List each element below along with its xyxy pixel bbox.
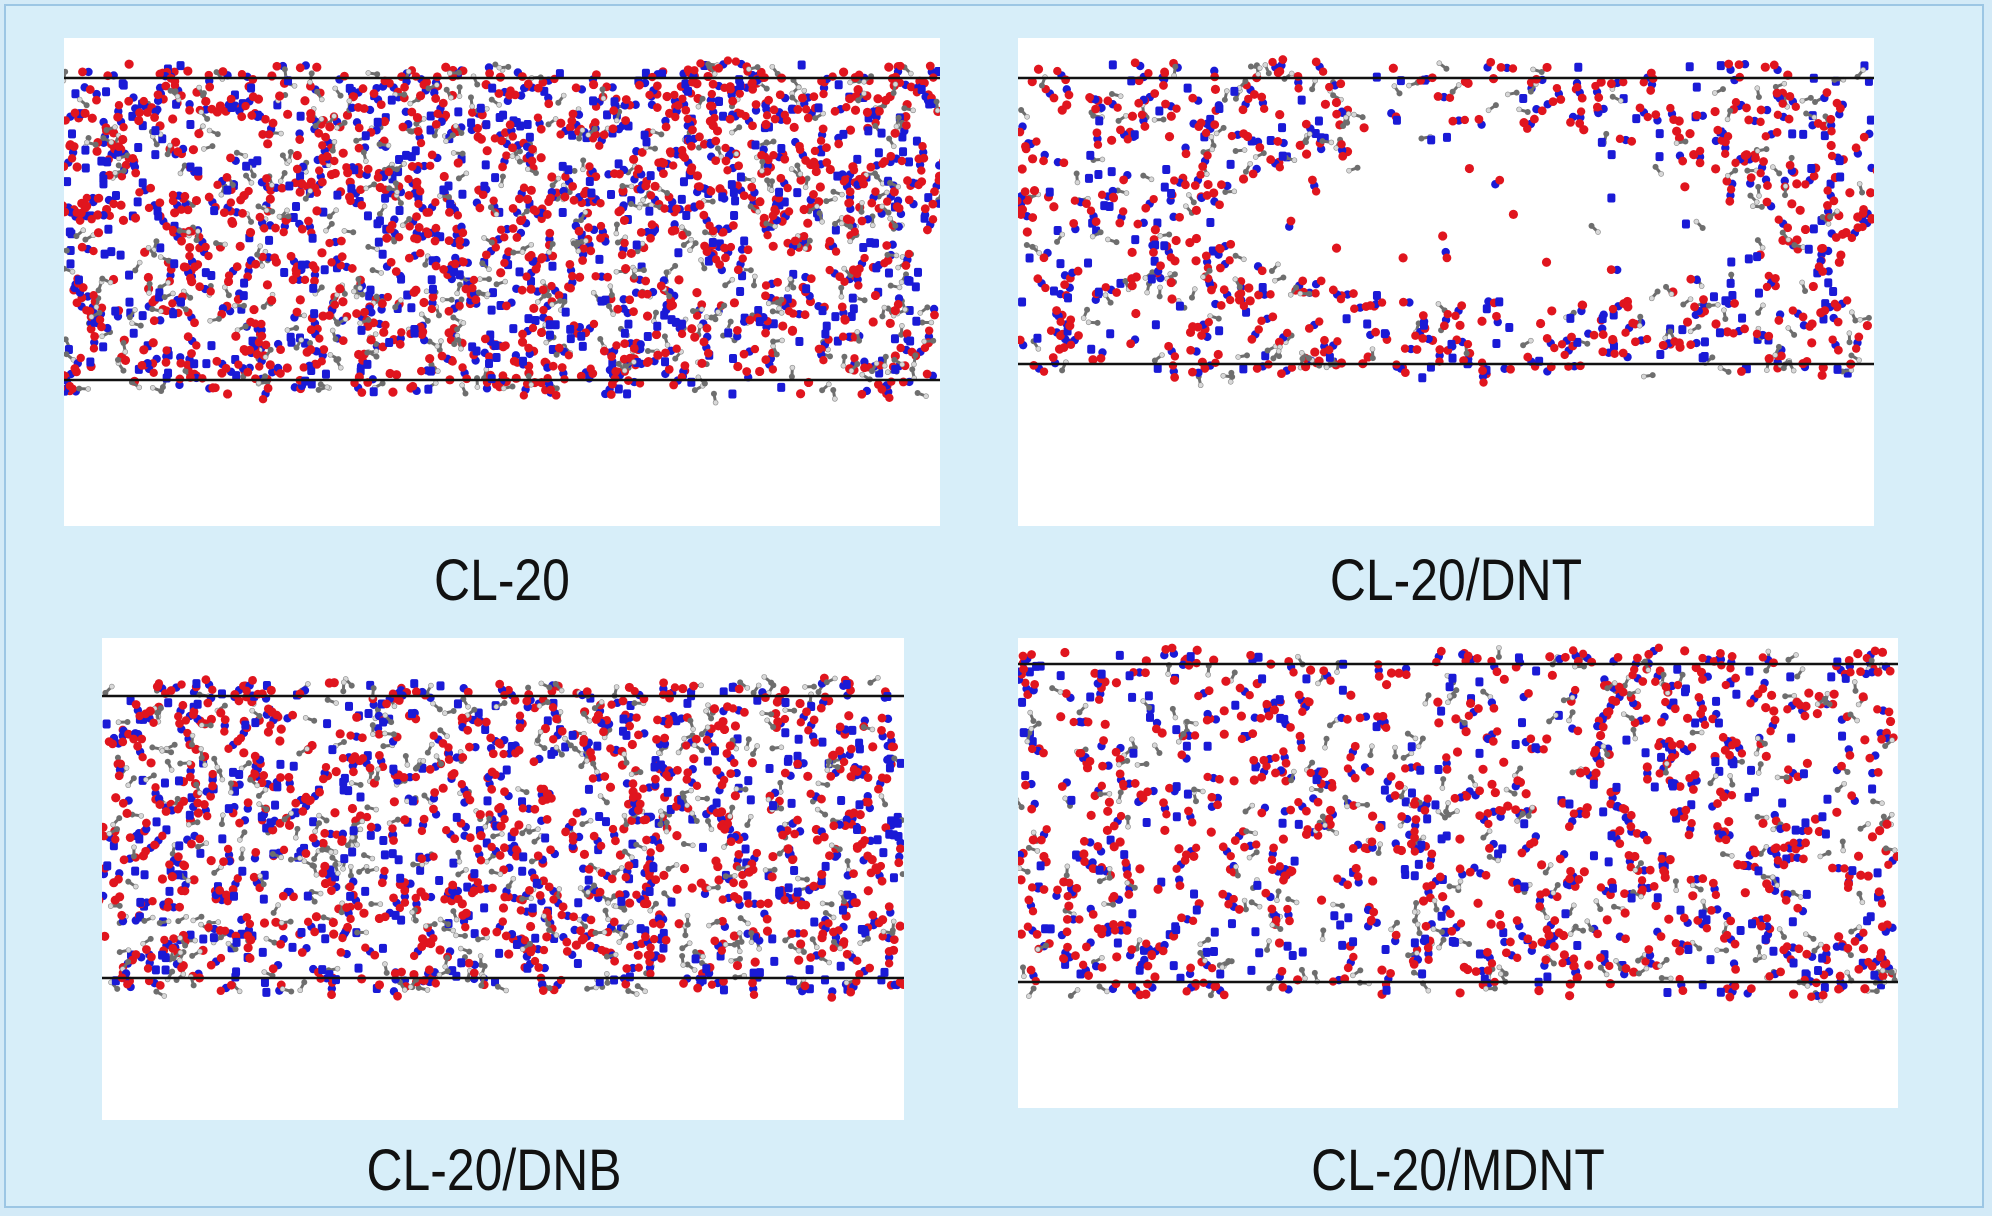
snapshot-cl20-dnb [102,638,904,1120]
figure-frame: CL-20 CL-20/DNT CL-20/DNB CL-20/MDNT [4,4,1984,1208]
molecule-canvas-cl20-mdnt [1018,643,1898,1004]
label-cl20-dnt: CL-20/DNT [1329,548,1583,613]
label-cl20-dnb: CL-20/DNB [366,1138,622,1203]
label-cl20: CL-20 [434,548,570,613]
molecule-canvas-cl20-dnt [1018,55,1874,389]
label-cl20-mdnt: CL-20/MDNT [1311,1138,1605,1203]
molecule-canvas-cl20-dnb [102,673,904,1002]
molecule-canvas-cl20 [64,56,940,406]
snapshot-cl20-dnt [1018,38,1874,526]
snapshot-cl20-mdnt [1018,638,1898,1108]
snapshot-cl20 [64,38,940,526]
